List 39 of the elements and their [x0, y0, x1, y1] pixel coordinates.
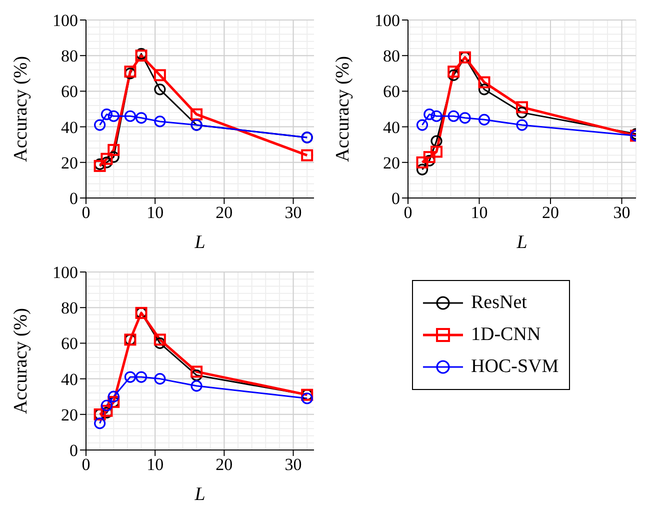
x-tick-label: 20	[542, 203, 559, 222]
x-axis-title: L	[194, 484, 206, 505]
x-tick-label: 10	[146, 455, 164, 474]
x-tick-label: 0	[404, 203, 412, 222]
y-tick-label: 40	[61, 370, 78, 389]
x-tick-label: 10	[470, 203, 488, 222]
y-tick-label: 60	[383, 82, 400, 102]
x-tick-label: 0	[82, 455, 90, 474]
y-tick-label: 0	[392, 189, 400, 208]
y-tick-label: 100	[52, 263, 78, 282]
y-tick-label: 100	[52, 11, 78, 30]
y-tick-label: 20	[61, 405, 78, 424]
x-tick-label: 30	[284, 203, 302, 222]
y-tick-label: 0	[70, 441, 78, 460]
y-tick-label: 20	[383, 153, 400, 172]
x-tick-label: 10	[146, 203, 164, 222]
y-tick-label: 80	[383, 46, 400, 66]
x-tick-label: 0	[82, 203, 90, 222]
y-tick-label: 40	[61, 118, 78, 137]
x-tick-label: 20	[216, 455, 233, 474]
y-tick-label: 20	[61, 153, 78, 172]
y-tick-label: 100	[374, 11, 400, 30]
y-tick-label: 40	[383, 118, 400, 137]
legend-label: 1D-CNN	[471, 324, 541, 346]
y-axis-title: Accuracy (%)	[10, 56, 32, 162]
x-axis-title: L	[194, 232, 206, 253]
legend-label: HOC-SVM	[471, 356, 559, 378]
x-tick-label: 20	[216, 203, 233, 222]
x-axis-title: L	[516, 232, 528, 253]
y-tick-label: 80	[61, 298, 78, 318]
y-tick-label: 0	[70, 189, 78, 208]
legend-label: ResNet	[471, 292, 527, 314]
y-tick-label: 60	[61, 82, 78, 102]
x-tick-label: 30	[284, 455, 302, 474]
y-tick-label: 80	[61, 46, 78, 66]
y-tick-label: 60	[61, 334, 78, 354]
y-axis-title: Accuracy (%)	[10, 308, 32, 414]
y-axis-title: Accuracy (%)	[332, 56, 354, 162]
x-tick-label: 30	[613, 203, 630, 222]
